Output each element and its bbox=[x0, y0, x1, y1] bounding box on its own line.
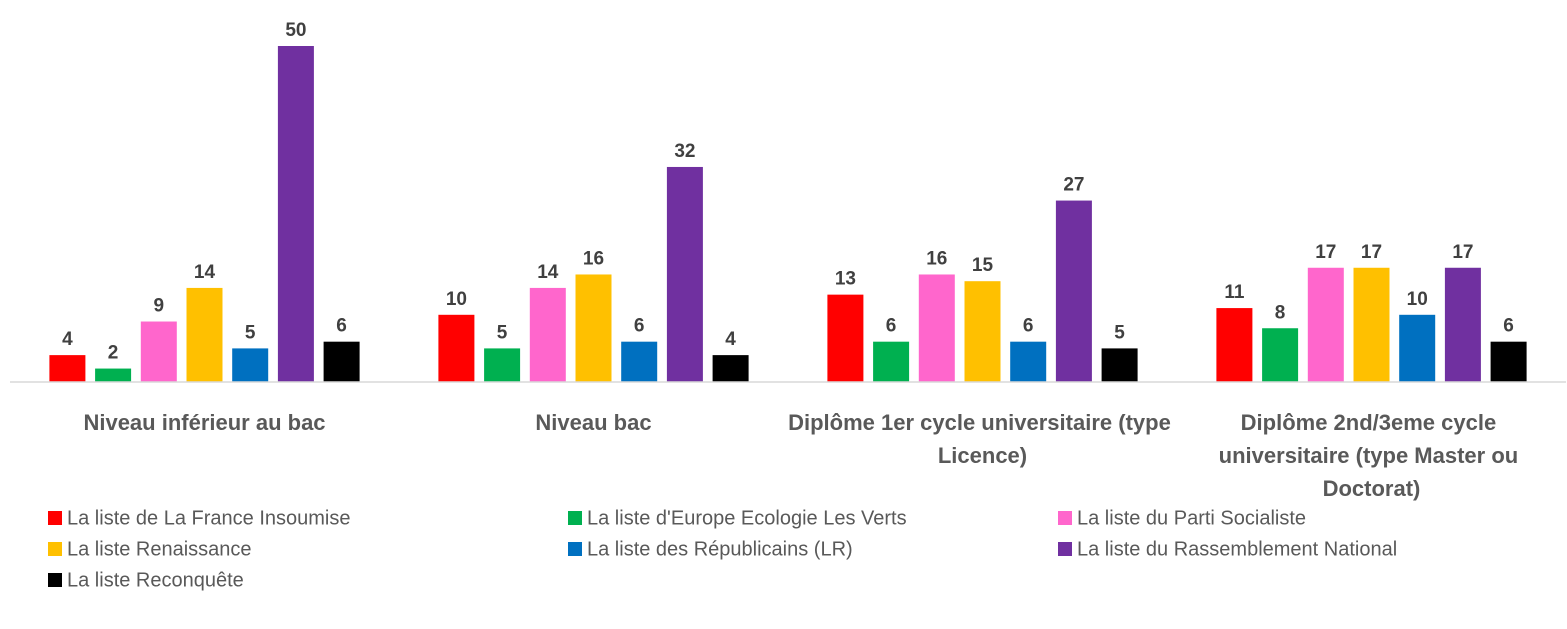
value-label: 27 bbox=[1063, 175, 1084, 196]
value-label: 5 bbox=[1114, 322, 1125, 343]
legend-swatch bbox=[48, 573, 62, 587]
legend-swatch bbox=[568, 542, 582, 556]
bar bbox=[621, 341, 658, 382]
value-label: 14 bbox=[194, 262, 216, 283]
value-label: 2 bbox=[108, 343, 119, 364]
value-label: 5 bbox=[497, 322, 508, 343]
value-label: 14 bbox=[537, 262, 559, 283]
bar bbox=[827, 294, 864, 382]
bar bbox=[575, 274, 612, 382]
value-label: 15 bbox=[972, 255, 994, 276]
bar bbox=[918, 274, 955, 382]
x-tick-label: Niveau bac bbox=[535, 410, 651, 435]
bar bbox=[1353, 267, 1390, 382]
bar bbox=[1444, 267, 1481, 382]
value-label: 16 bbox=[583, 248, 604, 269]
value-label: 50 bbox=[285, 20, 306, 41]
bar bbox=[49, 355, 86, 382]
legend-label: La liste du Rassemblement National bbox=[1077, 538, 1397, 560]
value-label: 32 bbox=[674, 141, 695, 162]
legend-label: La liste Reconquête bbox=[67, 569, 244, 591]
value-label: 6 bbox=[634, 316, 645, 337]
value-label: 4 bbox=[62, 329, 73, 350]
bar bbox=[277, 46, 314, 382]
x-tick-label: Diplôme 1er cycle universitaire (type Li… bbox=[788, 410, 1177, 468]
bar bbox=[1262, 328, 1299, 382]
value-label: 6 bbox=[1023, 316, 1034, 337]
legend-label: La liste du Parti Socialiste bbox=[1077, 507, 1306, 529]
bar bbox=[186, 287, 223, 382]
legend-label: La liste de La France Insoumise bbox=[67, 507, 351, 529]
bar bbox=[1399, 314, 1436, 382]
legend-swatch bbox=[568, 511, 582, 525]
bar bbox=[484, 348, 521, 382]
value-label: 13 bbox=[835, 269, 856, 290]
value-label: 17 bbox=[1315, 242, 1336, 263]
bar bbox=[1490, 341, 1527, 382]
value-label: 8 bbox=[1275, 302, 1286, 323]
bar bbox=[712, 355, 749, 382]
value-label: 5 bbox=[245, 322, 256, 343]
legend-label: La liste d'Europe Ecologie Les Verts bbox=[587, 507, 907, 529]
legend-swatch bbox=[48, 511, 62, 525]
value-label: 11 bbox=[1224, 282, 1245, 303]
legend-swatch bbox=[1058, 542, 1072, 556]
legend-label: La liste des Républicains (LR) bbox=[587, 538, 853, 560]
value-label: 9 bbox=[154, 296, 165, 317]
value-label: 6 bbox=[886, 316, 897, 337]
bar bbox=[1101, 348, 1138, 382]
value-label: 10 bbox=[446, 289, 467, 310]
legend-label: La liste Renaissance bbox=[67, 538, 252, 560]
value-label: 6 bbox=[336, 316, 347, 337]
bar bbox=[666, 166, 703, 382]
bar bbox=[873, 341, 910, 382]
bar bbox=[95, 368, 132, 382]
bar bbox=[1010, 341, 1047, 382]
x-tick-label: Diplôme 2nd/3eme cycle universitaire (ty… bbox=[1219, 410, 1525, 501]
legend-swatch bbox=[48, 542, 62, 556]
x-tick-label: Niveau inférieur au bac bbox=[83, 410, 325, 435]
value-label: 10 bbox=[1407, 289, 1428, 310]
value-label: 16 bbox=[926, 248, 947, 269]
bar bbox=[1307, 267, 1344, 382]
bar bbox=[323, 341, 360, 382]
value-label: 17 bbox=[1452, 242, 1473, 263]
bar bbox=[529, 287, 566, 382]
bar bbox=[1216, 308, 1253, 382]
bar bbox=[1055, 200, 1092, 382]
legend-swatch bbox=[1058, 511, 1072, 525]
bar bbox=[438, 314, 475, 382]
value-label: 6 bbox=[1503, 316, 1514, 337]
value-label: 17 bbox=[1361, 242, 1382, 263]
value-label: 4 bbox=[725, 329, 736, 350]
bar bbox=[140, 321, 177, 382]
bar bbox=[232, 348, 269, 382]
bar bbox=[964, 281, 1001, 382]
